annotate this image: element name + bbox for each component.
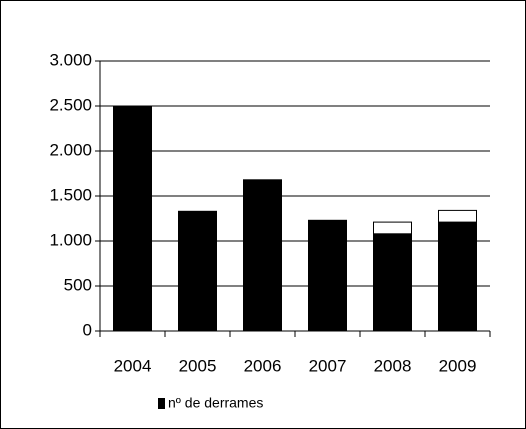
bar [113, 106, 152, 332]
y-tick-label: 2.000 [49, 140, 92, 159]
y-tick-label: 0 [83, 320, 92, 339]
y-tick-label: 1.500 [49, 185, 92, 204]
y-tick-label: 2.500 [49, 95, 92, 114]
bar [178, 210, 217, 332]
x-tick-label: 2008 [374, 356, 412, 375]
y-tick-label: 1.000 [49, 230, 92, 249]
legend-label: nº de derrames [168, 395, 263, 411]
x-tick-label: 2009 [439, 356, 477, 375]
bar [308, 219, 347, 332]
bar [438, 209, 477, 223]
y-tick-label: 500 [64, 275, 92, 294]
bar [373, 221, 412, 235]
x-tick-label: 2004 [114, 356, 152, 375]
bar [438, 221, 477, 332]
legend-swatch [158, 398, 165, 409]
bar [243, 179, 282, 332]
x-tick-label: 2007 [309, 356, 347, 375]
y-tick-label: 3.000 [49, 50, 92, 69]
bar [373, 233, 412, 332]
x-tick-label: 2006 [244, 356, 282, 375]
x-tick-label: 2005 [179, 356, 217, 375]
